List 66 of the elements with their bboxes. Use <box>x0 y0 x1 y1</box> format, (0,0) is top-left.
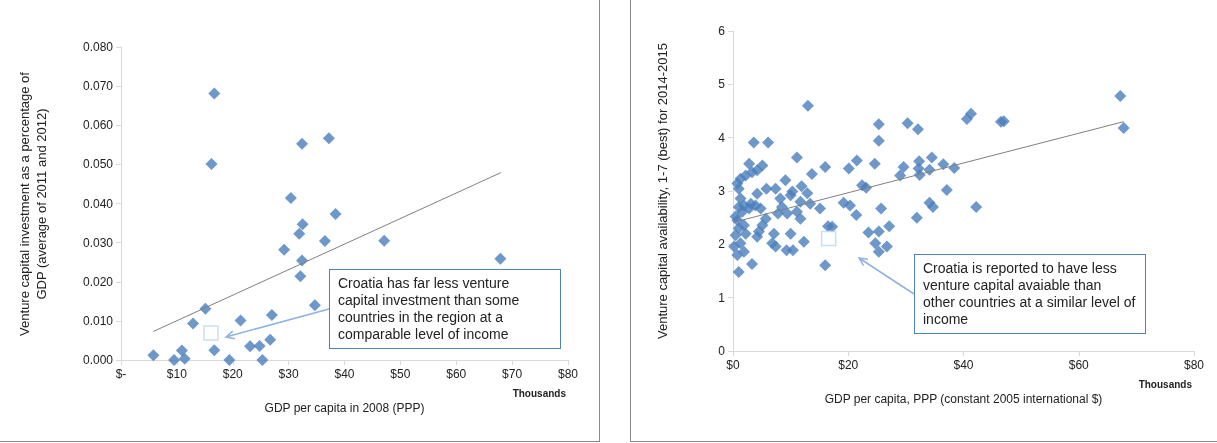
y-tick-label: 0.050 <box>82 157 114 172</box>
annotation: Croatia is reported to have less venture capital avaiable than other countries at a similar level of income <box>914 254 1146 334</box>
y-tick-label: 4 <box>718 130 726 145</box>
x-tick-label: $60 <box>446 367 467 381</box>
x-tick-label: $20 <box>838 358 859 372</box>
point <box>253 339 266 352</box>
point <box>284 192 297 205</box>
point <box>308 299 321 312</box>
y-tick-label: 5 <box>718 77 726 92</box>
annotation: Croatia has far less venture capital investment than some countries in the region at a comparable level of income <box>329 269 561 349</box>
point <box>147 349 160 362</box>
x-axis-title: GDP per capita in 2008 (PPP) <box>264 401 425 415</box>
point <box>322 132 335 145</box>
y-axis-title: Venture capital availability, 1-7 (best) for 2014-2015 <box>653 42 671 341</box>
x-axis-title: GDP per capita, PPP (constant 2005 international $) <box>824 392 1103 406</box>
text: Thousands <box>1138 379 1192 390</box>
y-tick-label: 0.040 <box>82 196 114 211</box>
y-tick-label: 3 <box>718 184 726 198</box>
x-tick-label: $30 <box>278 367 299 381</box>
x-tick-label: $0 <box>726 358 740 372</box>
point <box>208 344 221 357</box>
point <box>278 243 291 256</box>
y-tick-label: 6 <box>718 24 726 38</box>
y-axis-title: Venture capital investment as a percentage of GDP (average of 2011 and 2012) <box>16 70 50 338</box>
y-tick-label: 0 <box>718 344 726 358</box>
point <box>265 309 278 322</box>
point <box>223 354 236 366</box>
x-tick-label: $80 <box>1183 358 1205 372</box>
point <box>296 218 309 231</box>
x-tick-label: $70 <box>502 367 523 381</box>
y-tick-label: 1 <box>718 290 726 305</box>
point <box>187 317 200 330</box>
x-tick-label: $20 <box>222 367 244 381</box>
y-tick-label: 0.080 <box>82 40 114 54</box>
point <box>178 352 191 365</box>
point <box>168 354 181 366</box>
x-tick-label: $50 <box>390 367 411 381</box>
point <box>264 333 277 346</box>
point <box>234 314 247 327</box>
point <box>318 235 331 248</box>
y-tick-label: 2 <box>718 237 726 252</box>
point <box>175 344 188 357</box>
y-tick-label: 0.030 <box>82 235 114 250</box>
y-tick-label: 0.060 <box>82 118 114 133</box>
point <box>378 234 391 247</box>
text: Thousands <box>512 388 566 399</box>
y-tick-label: 0.070 <box>82 79 114 94</box>
point <box>329 208 342 221</box>
x-tick-label: $60 <box>1068 358 1090 372</box>
point <box>294 270 307 283</box>
x-tick-label: $40 <box>334 367 355 381</box>
point <box>293 227 306 240</box>
point <box>208 87 221 100</box>
point <box>244 340 257 353</box>
x-tick-label: $80 <box>557 367 579 381</box>
y-tick-label: 0.000 <box>82 353 114 367</box>
x-tick-label: $10 <box>166 367 188 381</box>
y-tick-label: 0.020 <box>82 274 114 289</box>
y-tick-label: 0.010 <box>82 313 114 328</box>
x-tick-label: $- <box>115 367 127 381</box>
point <box>203 325 219 341</box>
x-tick-label: $40 <box>953 358 974 372</box>
point <box>205 157 218 170</box>
point <box>296 137 309 150</box>
point <box>494 252 507 265</box>
point <box>256 354 269 366</box>
